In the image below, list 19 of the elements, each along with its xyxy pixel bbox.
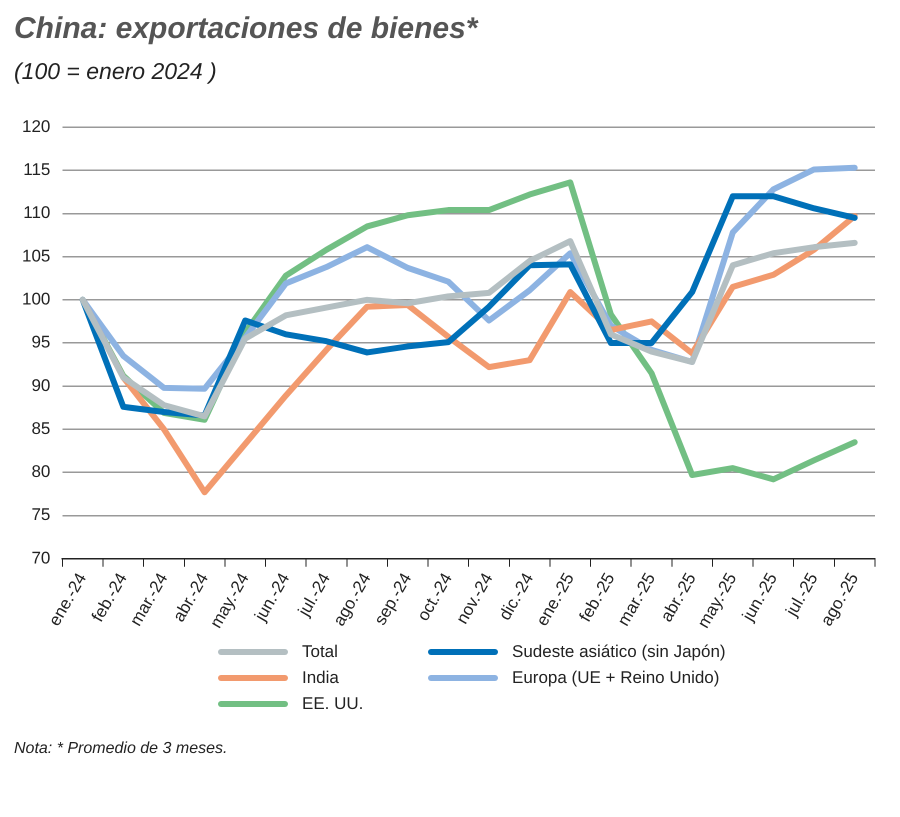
y-tick-label: 110 bbox=[23, 203, 50, 222]
y-tick-label: 100 bbox=[22, 289, 50, 308]
y-tick-label: 115 bbox=[23, 160, 50, 180]
legend-label: Sudeste asiático (sin Japón) bbox=[511, 642, 727, 662]
y-tick-label: 85 bbox=[31, 418, 50, 438]
chart-title: China: exportaciones de bienes* bbox=[14, 12, 478, 46]
text: Nota: * Promedio de 3 meses. bbox=[14, 740, 228, 758]
legend-label: Europa (UE + Reino Unido) bbox=[511, 668, 720, 688]
chart-subtitle: (100 = enero 2024 ) bbox=[14, 58, 217, 85]
y-tick-label: 90 bbox=[31, 376, 50, 395]
legend-label: EE. UU. bbox=[301, 694, 364, 714]
legend-label: Total bbox=[301, 642, 339, 662]
y-tick-label: 80 bbox=[31, 462, 50, 482]
y-tick-label: 75 bbox=[31, 505, 50, 524]
y-tick-label: 105 bbox=[22, 246, 50, 266]
y-tick-label: 95 bbox=[31, 332, 50, 352]
legend-label: India bbox=[301, 668, 340, 688]
y-tick-label: 70 bbox=[31, 548, 50, 568]
y-tick-label: 120 bbox=[22, 116, 50, 136]
